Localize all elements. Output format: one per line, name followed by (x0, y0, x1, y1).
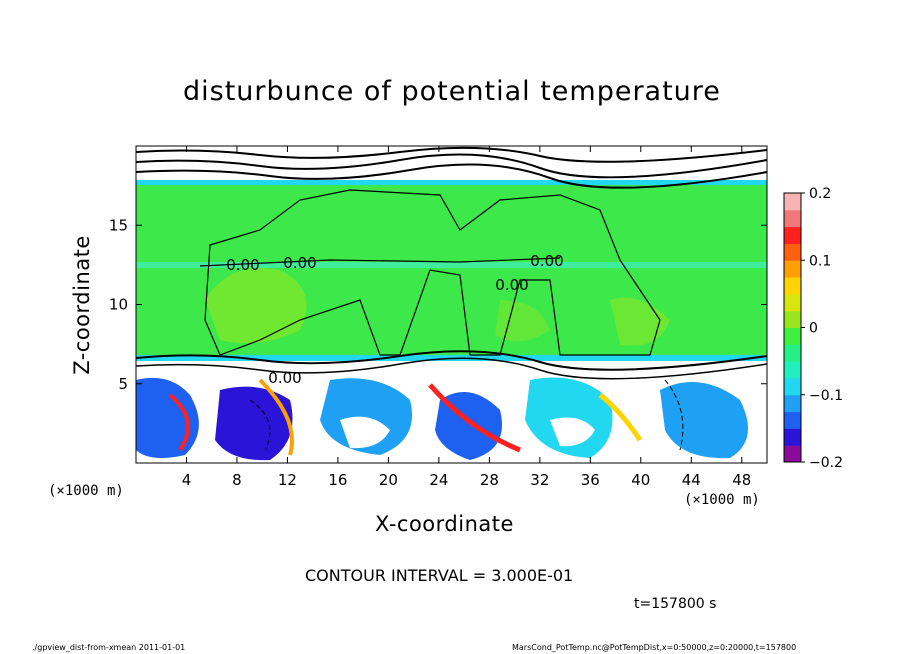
colorbar-swatch (784, 260, 801, 278)
colorbar-swatch (784, 193, 801, 211)
y-tick-label: 15 (109, 216, 128, 234)
contour-label: 0.00 (226, 256, 259, 274)
mid-contour (199, 257, 561, 267)
x-tick-label: 24 (429, 471, 448, 489)
x-tick-label: 12 (278, 471, 297, 489)
cyan-band-mid (136, 262, 767, 268)
footer-right: MarsCond_PotTemp.nc@PotTempDist,x=0:5000… (512, 643, 797, 652)
colorbar-swatch (784, 445, 801, 463)
x-tick-label: 40 (631, 471, 650, 489)
bottom-contour-2 (136, 357, 767, 380)
cold-blob-2 (215, 386, 293, 461)
y-tick-label: 10 (109, 296, 128, 314)
footer-left: ./gpview_dist-from-xmean 2011-01-01 (32, 643, 186, 652)
colorbar: 0.2 0.1 0 −0.1 −0.2 (783, 186, 843, 471)
x-tick-label: 32 (530, 471, 549, 489)
colorbar-tick-label: −0.1 (809, 388, 843, 404)
colorbar-swatch (784, 226, 801, 244)
white-pocket-2 (550, 417, 595, 447)
colorbar-swatch (784, 361, 801, 379)
cold-blob-1 (136, 377, 199, 459)
colorbar-swatch (784, 411, 801, 429)
y-axis-label: Z-coordinate (70, 235, 94, 375)
x-unit-label: (×1000 m) (48, 483, 124, 499)
colorbar-swatch (784, 293, 801, 312)
white-pocket-1 (340, 416, 390, 449)
colorbar-swatch (784, 310, 801, 328)
warm-streak-2 (258, 378, 294, 456)
top-contour-1 (136, 146, 767, 163)
x-tick-label: 20 (379, 471, 398, 489)
warm-patch-1 (205, 268, 307, 344)
top-contour-3 (136, 163, 767, 189)
x-tick-label: 28 (480, 471, 499, 489)
x-tick-label: 16 (328, 471, 347, 489)
x-tick-label: 44 (682, 471, 701, 489)
contour-labels: 0.00 0.00 0.000.000.00 (226, 252, 563, 387)
colorbar-swatch (784, 243, 801, 261)
x-tick-label: 48 (732, 471, 751, 489)
x-tick-label: 36 (581, 471, 600, 489)
contour-label: 0.00 (530, 252, 563, 270)
colorbar-swatch (784, 428, 801, 446)
colorbar-swatch (784, 394, 801, 413)
warm-patch-3 (495, 300, 550, 342)
y-tick-label: 5 (118, 375, 128, 393)
plot-field (136, 146, 767, 463)
green-contour-region (204, 189, 661, 356)
colorbar-tick-label: 0 (809, 321, 818, 337)
colorbar-swatch (784, 344, 801, 362)
colorbar-tick-label: −0.2 (809, 455, 843, 471)
x-unit-label-right: (×1000 m) (684, 492, 760, 508)
contour-label: 0.00 (283, 254, 316, 272)
contour-label: 0.00 (495, 276, 528, 294)
warm-patch-2 (610, 297, 670, 346)
x-tick-label: 4 (182, 471, 192, 489)
contour-label: 0.00 (268, 369, 301, 387)
colorbar-tick-label: 0.2 (809, 186, 831, 202)
colorbar-tick-label: 0.1 (809, 253, 831, 269)
x-axis: 4 8 12 16 20 24 28 32 36 40 44 48 (182, 146, 751, 489)
time-label: t=157800 s (634, 596, 717, 612)
dashed-contour-1 (664, 379, 684, 451)
warm-streak-3 (428, 383, 521, 453)
colorbar-swatch (784, 277, 801, 295)
chart-title: disturbunce of potential temperature (183, 76, 721, 107)
warm-streak-4 (598, 393, 643, 442)
bottom-contour-1 (136, 350, 767, 371)
contour-interval-text: CONTOUR INTERVAL = 3.000E-01 (305, 566, 574, 585)
colorbar-swatch (784, 327, 801, 345)
warm-streak-1 (168, 393, 190, 452)
cyan-band-top (136, 180, 767, 185)
colorbar-swatch (784, 209, 801, 228)
y-axis: 5 10 15 (109, 216, 767, 393)
cold-blob-3 (320, 378, 412, 455)
x-axis-label: X-coordinate (375, 512, 514, 536)
colorbar-swatch (784, 377, 801, 396)
top-contour-2 (136, 153, 767, 179)
x-tick-label: 8 (232, 471, 242, 489)
cold-blob-6 (660, 382, 748, 459)
